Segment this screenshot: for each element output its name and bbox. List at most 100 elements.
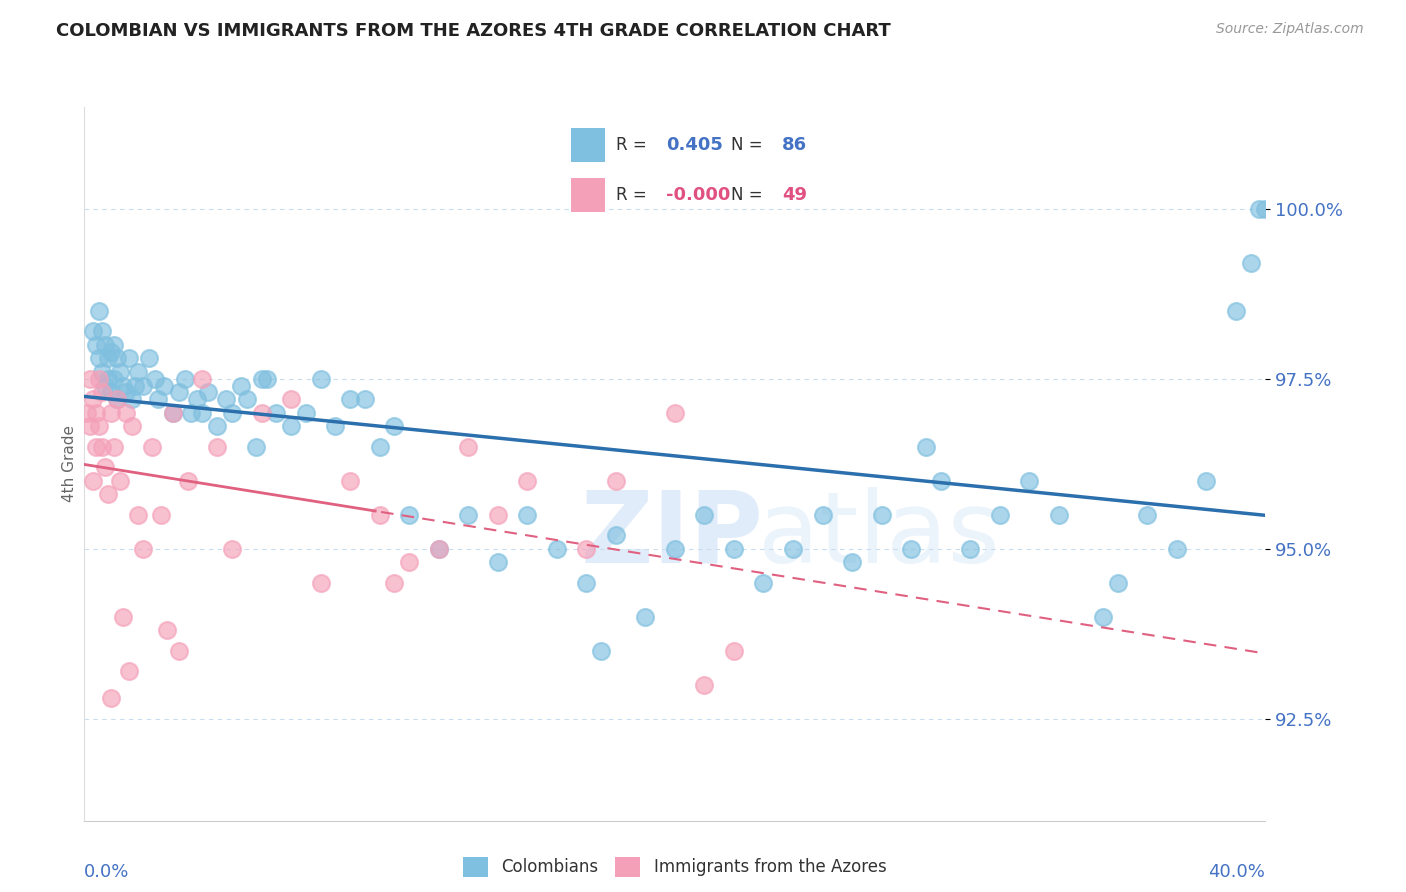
Point [221,541,243,556]
Point [929,474,952,488]
Point [605,474,627,488]
Point [264,406,288,420]
Point [84,440,107,454]
Point [105,392,128,407]
Point [605,528,627,542]
Point [108,474,131,488]
Point [575,575,598,590]
Text: 0.405: 0.405 [666,136,723,153]
Point [295,406,318,420]
Point [132,378,155,392]
Text: 40.0%: 40.0% [1209,863,1265,881]
Point [191,372,214,386]
Point [354,392,377,407]
Point [105,351,128,366]
Point [156,624,179,638]
Point [1240,256,1263,270]
Point [1092,609,1115,624]
Point [634,609,657,624]
Point [97,487,120,501]
Point [382,419,406,434]
Text: N =: N = [731,186,762,204]
Point [811,508,834,522]
Point [546,541,568,556]
Point [82,392,104,407]
Point [94,378,117,392]
Point [516,474,538,488]
Point [205,440,228,454]
Text: ZIP: ZIP [581,487,763,583]
Point [143,372,166,386]
Point [87,304,111,318]
Point [167,385,190,400]
Point [457,440,479,454]
Point [221,406,243,420]
Point [1107,575,1129,590]
Point [339,392,361,407]
Point [162,406,184,420]
Point [97,372,120,386]
Point [105,392,128,407]
Point [309,372,332,386]
Text: Source: ZipAtlas.com: Source: ZipAtlas.com [1216,22,1364,37]
Point [121,419,143,434]
Point [84,338,107,352]
Point [368,440,391,454]
Point [723,541,745,556]
Point [76,406,98,420]
Bar [571,128,605,162]
Point [752,575,775,590]
Point [309,575,332,590]
Point [97,351,120,366]
Text: -0.000: -0.000 [666,186,731,204]
Point [180,406,202,420]
Point [114,385,136,400]
Point [94,460,117,475]
Point [124,378,146,392]
Point [457,508,479,522]
Text: R =: R = [616,136,647,153]
Point [186,392,208,407]
Point [1136,508,1159,522]
Point [575,541,598,556]
Point [664,406,686,420]
Point [900,541,922,556]
Point [127,365,149,379]
Point [235,392,259,407]
Point [153,378,176,392]
Y-axis label: 4th Grade: 4th Grade [62,425,77,502]
Point [103,372,125,386]
Point [368,508,391,522]
Point [205,419,228,434]
Point [486,555,509,569]
Legend: Colombians, Immigrants from the Azores: Colombians, Immigrants from the Azores [457,850,893,884]
Point [148,392,170,407]
Point [100,385,122,400]
Point [91,324,114,338]
Point [1195,474,1218,488]
Point [108,365,131,379]
Text: R =: R = [616,186,647,204]
Point [100,406,122,420]
Point [693,678,716,692]
Point [256,372,278,386]
Point [870,508,893,522]
Point [103,440,125,454]
Point [103,338,125,352]
Point [723,644,745,658]
Point [516,508,538,522]
Point [215,392,238,407]
Point [841,555,863,569]
Point [959,541,981,556]
Point [988,508,1011,522]
Point [79,372,101,386]
Point [323,419,347,434]
Point [91,365,114,379]
Point [398,555,420,569]
Text: N =: N = [731,136,762,153]
Text: 0.0%: 0.0% [84,863,129,881]
Point [141,440,163,454]
Point [280,419,302,434]
Point [427,541,450,556]
Point [173,372,195,386]
